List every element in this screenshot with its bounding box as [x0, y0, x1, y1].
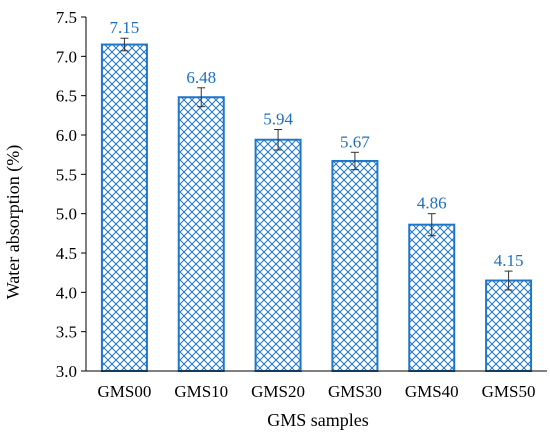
error-bar-gms00: [120, 37, 129, 52]
y-tick-label: 7.0: [56, 47, 77, 66]
y-tick-label: 6.5: [56, 87, 77, 106]
y-tick-label: 3.0: [56, 362, 77, 381]
error-bar-gms40: [427, 213, 436, 237]
x-axis-title: GMS samples: [267, 410, 369, 430]
x-tick-label-gms10: GMS10: [174, 382, 228, 401]
value-label-gms50: 4.15: [494, 251, 524, 270]
y-axis-title: Water absorption (%): [3, 145, 24, 300]
bars-layer: 7.15 6.48 5.94 5.67 4.86 4.15: [100, 18, 533, 373]
error-bar-gms30: [350, 151, 359, 171]
bar-gms20: [254, 138, 302, 372]
value-label-gms30: 5.67: [340, 132, 370, 151]
bar-gms40: [408, 223, 456, 372]
bar-gms50: [485, 279, 533, 372]
error-bar-gms20: [274, 128, 283, 151]
x-tick-label-gms20: GMS20: [251, 382, 305, 401]
y-tick-label: 3.5: [56, 323, 77, 342]
y-tick-label: 6.0: [56, 126, 77, 145]
x-tick-label-gms30: GMS30: [328, 382, 382, 401]
value-label-gms40: 4.86: [417, 194, 447, 213]
y-tick-label: 4.0: [56, 283, 77, 302]
value-label-gms00: 7.15: [110, 18, 140, 37]
value-label-gms20: 5.94: [263, 109, 293, 128]
y-tick-label: 7.5: [56, 8, 77, 27]
bar-gms10: [177, 96, 225, 373]
axes-layer: GMS00 GMS10 GMS20 GMS30 GMS40 GMS50 3.0 3.5 4.0 4…: [56, 8, 547, 401]
y-tick-label: 4.5: [56, 244, 77, 263]
value-label-gms10: 6.48: [186, 68, 216, 87]
x-tick-label-gms00: GMS00: [97, 382, 151, 401]
error-bar-gms10: [197, 87, 206, 108]
y-tick-label: 5.5: [56, 165, 77, 184]
bar-gms30: [331, 159, 379, 372]
x-tick-label-gms40: GMS40: [405, 382, 459, 401]
x-tick-label-gms50: GMS50: [482, 382, 536, 401]
error-bar-gms50: [504, 270, 513, 291]
y-tick-label: 5.0: [56, 205, 77, 224]
bar-gms00: [100, 43, 148, 373]
